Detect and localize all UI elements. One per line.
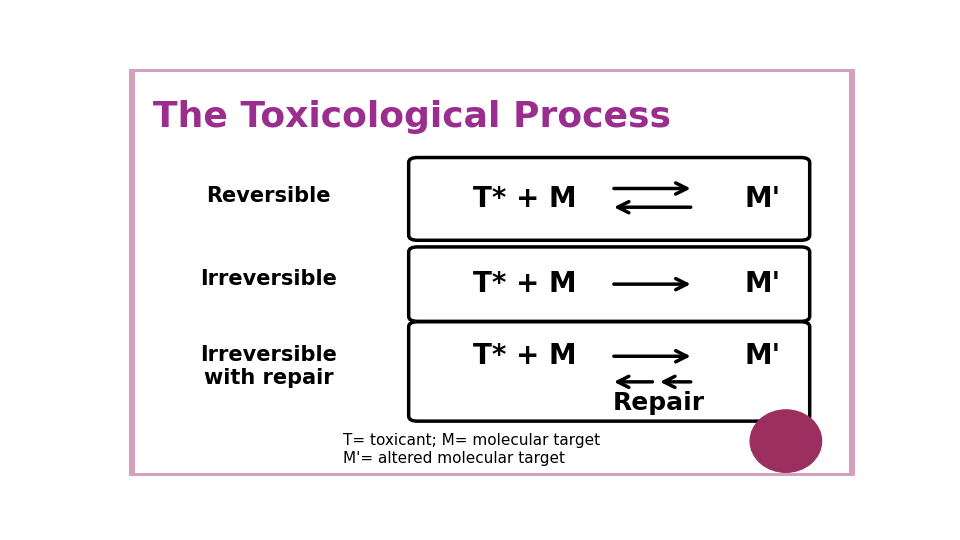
Text: Irreversible
with repair: Irreversible with repair [201,345,337,388]
Text: M': M' [744,185,780,213]
Bar [129,69,855,72]
Text: T* + M: T* + M [473,185,577,213]
FancyBboxPatch shape [409,158,809,240]
Bar [849,69,855,476]
Text: T* + M: T* + M [473,270,577,298]
Text: M': M' [744,270,780,298]
Text: M': M' [744,342,780,370]
Bar [129,69,134,476]
Text: Reversible: Reversible [206,186,331,206]
Text: Irreversible: Irreversible [201,269,337,289]
Text: T= toxicant; M= molecular target
M'= altered molecular target: T= toxicant; M= molecular target M'= alt… [344,433,600,465]
Bar [129,473,855,476]
Ellipse shape [750,410,822,472]
FancyBboxPatch shape [409,322,809,421]
Text: The Toxicological Process: The Toxicological Process [154,100,671,134]
Text: T* + M: T* + M [473,342,577,370]
Text: Repair: Repair [612,392,705,415]
FancyBboxPatch shape [409,247,809,321]
